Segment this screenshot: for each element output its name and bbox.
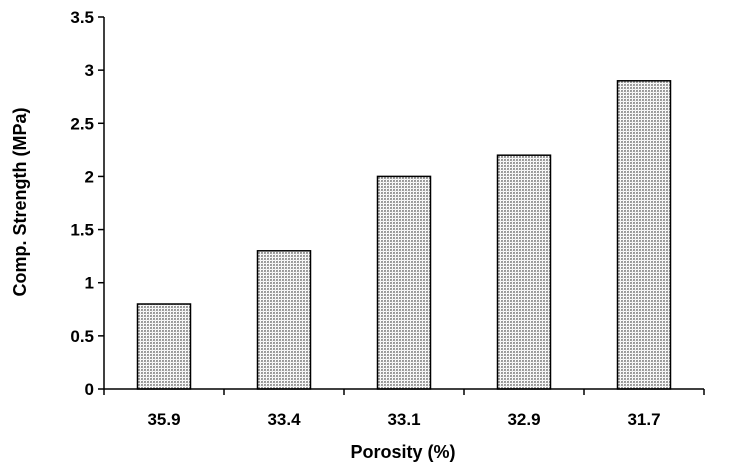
y-ticks-group: 0 0.5 1 1.5 2 2.5 3 3.5 (70, 8, 104, 399)
bar-33.4 (256, 250, 312, 390)
bar-33.1 (376, 175, 432, 390)
y-tick-label: 3 (85, 61, 94, 80)
bars-group (136, 80, 672, 390)
x-tick-label: 31.7 (627, 410, 660, 429)
y-tick-label: 2.5 (70, 114, 94, 133)
y-tick-label: 0.5 (70, 327, 94, 346)
y-tick-label: 1.5 (70, 221, 94, 240)
x-tick-label: 32.9 (507, 410, 540, 429)
y-tick-label: 3.5 (70, 8, 94, 27)
x-tick-label: 33.1 (387, 410, 420, 429)
x-tick-label: 35.9 (147, 410, 180, 429)
bar-35.9 (136, 303, 192, 390)
bar-31.7 (616, 80, 672, 390)
x-ticks-group: 35.9 33.4 33.1 32.9 31.7 (103, 389, 705, 429)
y-axis-title: Comp. Strength (MPa) (10, 108, 30, 297)
x-tick-label: 33.4 (267, 410, 301, 429)
y-tick-label: 0 (85, 380, 94, 399)
x-axis-title: Porosity (%) (350, 442, 455, 462)
y-tick-label: 1 (85, 274, 94, 293)
y-tick-label: 2 (85, 167, 94, 186)
bar-32.9 (496, 154, 552, 390)
